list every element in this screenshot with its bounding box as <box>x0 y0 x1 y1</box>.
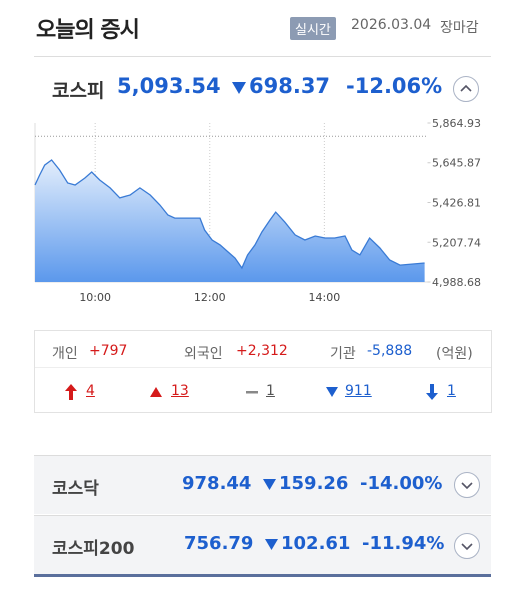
index-row[interactable] <box>34 455 491 514</box>
down-icon <box>232 82 246 94</box>
index-change-rate: -14.00% <box>360 473 443 494</box>
index-value: 978.44 <box>182 473 252 494</box>
index-change: 102.61 <box>281 533 351 554</box>
unit: (억원) <box>436 346 473 362</box>
fall-count[interactable]: 911 <box>345 383 372 399</box>
lower-limit-count[interactable]: 1 <box>447 383 456 399</box>
upper-limit-count[interactable]: 4 <box>86 383 95 399</box>
index-name: 코스닥 <box>52 479 99 499</box>
chart: 10:00 12:00 14:00 4,988.68 5,207.74 5,426.81 5… <box>34 117 481 304</box>
x-tick-label: 14:00 <box>309 291 341 304</box>
rise-icon <box>150 387 162 397</box>
date: 2026.03.04 <box>351 17 432 33</box>
y-tick-label: 5,864.93 <box>432 117 481 130</box>
title: 오늘의 증시 <box>36 18 140 43</box>
investor-box <box>34 330 492 413</box>
investor-value: +797 <box>89 343 128 359</box>
investor-value: -5,888 <box>367 343 413 359</box>
down-icon <box>263 479 276 490</box>
divider <box>34 56 491 57</box>
flat-count[interactable]: 1 <box>266 383 275 399</box>
market-status: 장마감 <box>440 20 479 36</box>
index-value: 5,093.54 <box>117 74 221 98</box>
down-icon <box>265 539 278 550</box>
bottom-bar <box>34 574 491 577</box>
index-value: 756.79 <box>184 533 254 554</box>
index-row[interactable] <box>34 515 491 574</box>
expand-button[interactable] <box>453 471 481 499</box>
investor-value: +2,312 <box>236 343 288 359</box>
index-change-rate: -12.06% <box>346 74 443 98</box>
upper-limit-icon <box>65 384 77 400</box>
realtime-badge[interactable]: 실시간 <box>290 17 336 40</box>
line <box>34 159 425 270</box>
index-name: 코스피200 <box>52 539 135 559</box>
fall-icon <box>326 387 338 397</box>
collapse-button[interactable] <box>452 75 480 103</box>
flat-icon <box>246 391 258 394</box>
x-tick-label: 12:00 <box>194 291 226 304</box>
index-change: 159.26 <box>279 473 349 494</box>
area <box>35 160 425 282</box>
y-tick-label: 4,988.68 <box>432 276 481 289</box>
x-tick-label: 10:00 <box>79 291 111 304</box>
expand-button[interactable] <box>453 532 481 560</box>
investor-name: 기관 <box>330 346 356 362</box>
y-tick-label: 5,207.74 <box>432 236 481 249</box>
index-change: 698.37 <box>249 74 331 98</box>
rise-count[interactable]: 13 <box>171 383 189 399</box>
index-name: 코스피 <box>52 80 105 102</box>
y-tick-label: 5,426.81 <box>432 196 481 209</box>
investor-name: 외국인 <box>184 346 223 362</box>
investor-name: 개인 <box>52 346 78 362</box>
lower-limit-icon <box>426 384 438 400</box>
index-change-rate: -11.94% <box>362 533 445 554</box>
y-tick-label: 5,645.87 <box>432 157 481 170</box>
divider <box>35 367 491 368</box>
